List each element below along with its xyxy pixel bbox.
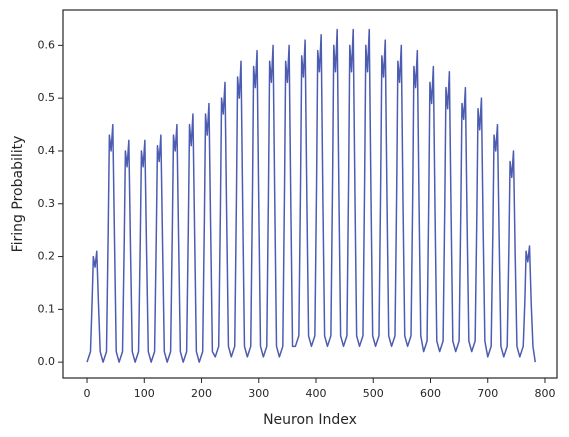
y-tick-label: 0.5: [38, 91, 56, 104]
y-tick-label: 0.1: [38, 302, 56, 315]
x-tick-label: 400: [306, 387, 327, 400]
x-tick-label: 0: [84, 387, 91, 400]
plot-frame: [62, 9, 558, 379]
y-tick-label: 0.4: [38, 144, 56, 157]
x-tick-label: 600: [420, 387, 441, 400]
x-tick-label: 300: [248, 387, 269, 400]
x-tick-label: 100: [134, 387, 155, 400]
y-tick-label: 0.2: [38, 250, 56, 263]
y-tick-label: 0.3: [38, 197, 56, 210]
data-line: [86, 28, 536, 363]
y-tick-label: 0.0: [38, 355, 56, 368]
x-axis-label: Neuron Index: [263, 412, 357, 428]
y-axis-label: Firing Probability: [10, 136, 26, 253]
y-tick-label: 0.6: [38, 38, 56, 51]
x-tick-label: 800: [534, 387, 555, 400]
x-tick-label: 700: [477, 387, 498, 400]
x-tick-label: 200: [191, 387, 212, 400]
x-tick-label: 500: [363, 387, 384, 400]
